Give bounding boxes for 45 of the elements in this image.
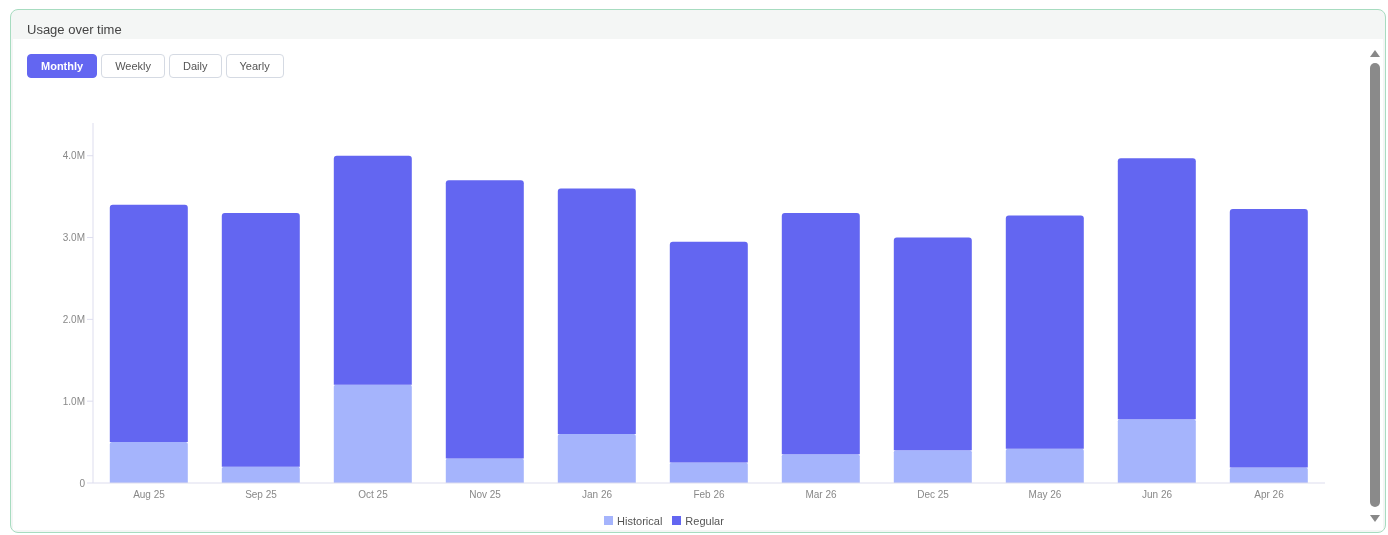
bar: [893, 450, 972, 483]
bar: [221, 466, 300, 483]
bar: [109, 442, 188, 483]
x-tick-label: Oct 25: [358, 489, 389, 501]
x-tick-label: Apr 26: [1254, 489, 1285, 501]
text: Yearly: [225, 54, 284, 78]
bar: [669, 241, 748, 463]
x-tick-label: Nov 25: [469, 489, 502, 501]
bar: [893, 237, 972, 451]
text: Weekly: [101, 54, 166, 78]
bar: [445, 180, 524, 459]
x-tick-label: Jun 26: [1141, 489, 1173, 501]
bar: [557, 188, 636, 434]
bar: [1005, 448, 1084, 483]
bar: [1117, 158, 1196, 420]
bar: [445, 458, 524, 483]
y-tick-label: 1.0M: [62, 395, 85, 407]
bar: [781, 454, 860, 483]
bar: [333, 155, 412, 385]
legend-label: Regular: [685, 515, 724, 527]
bar: [1229, 467, 1308, 483]
legend-label: Historical: [617, 515, 663, 527]
text: Monthly: [27, 54, 98, 78]
bar: [221, 213, 300, 467]
y-tick-label: 2.0M: [62, 313, 85, 325]
x-tick-label: Feb 26: [693, 489, 725, 501]
x-tick-label: Jan 26: [581, 489, 613, 501]
x-tick-label: Dec 25: [917, 489, 950, 501]
bar: [1229, 208, 1308, 468]
bar: [557, 433, 636, 483]
bar: [669, 462, 748, 483]
text: Daily: [169, 54, 222, 78]
y-tick-label: 3.0M: [62, 232, 85, 244]
x-tick-label: Sep 25: [245, 489, 278, 501]
bar: [781, 213, 860, 455]
bar: [1005, 215, 1084, 449]
y-tick-label: 0: [79, 477, 86, 489]
bar: [333, 384, 412, 483]
x-tick-label: Aug 25: [133, 489, 166, 501]
y-tick-label: 4.0M: [62, 150, 85, 162]
bar: [1117, 419, 1196, 483]
chart-title: Usage over time: [27, 22, 122, 37]
x-tick-label: Mar 26: [805, 489, 837, 501]
bar: [109, 204, 188, 443]
x-tick-label: May 26: [1028, 489, 1062, 501]
